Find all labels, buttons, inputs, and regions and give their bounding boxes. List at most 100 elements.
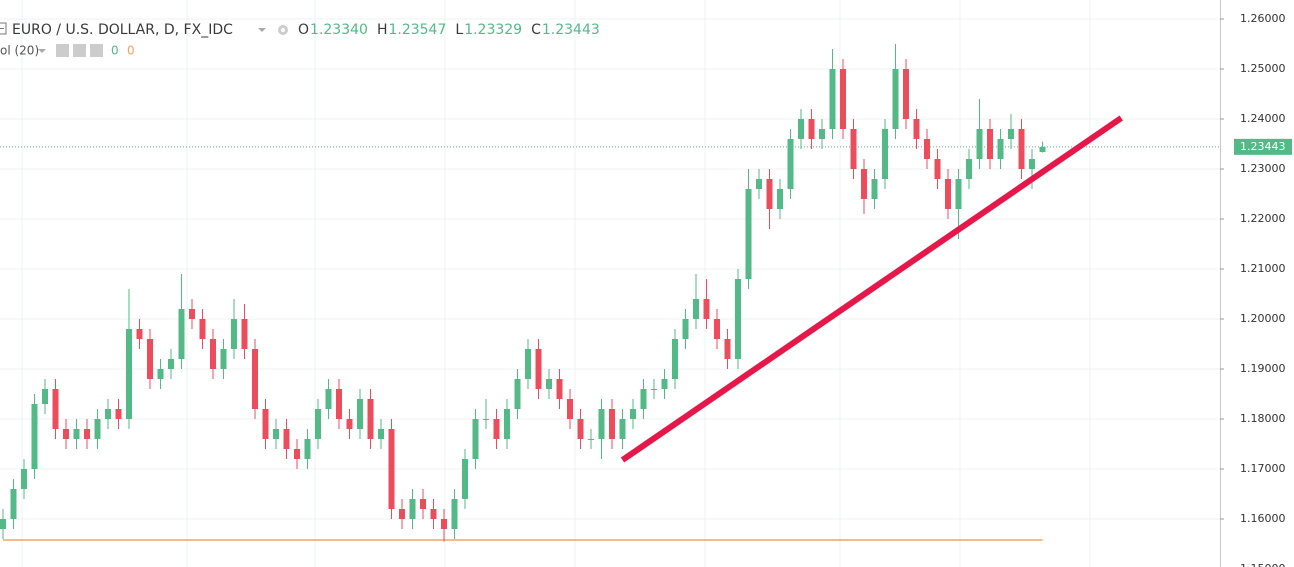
candle-body	[493, 419, 500, 439]
candle-body	[556, 379, 563, 399]
indicator-value: 0	[111, 44, 119, 58]
candle-body	[283, 429, 290, 449]
settings-button[interactable]	[73, 44, 86, 57]
ohlc-label: L	[455, 22, 463, 38]
candle-body	[724, 339, 731, 359]
candle-body	[178, 309, 185, 359]
candle-body	[546, 379, 552, 389]
candle-body	[798, 119, 804, 139]
candle-body	[315, 409, 321, 439]
y-tick-label: 1.20000	[1240, 312, 1286, 325]
candle-body	[598, 409, 605, 439]
candle-body	[1039, 146, 1046, 152]
candle-body	[73, 429, 80, 439]
candle-body	[367, 399, 374, 439]
candle-body	[210, 339, 216, 369]
candle-body	[84, 429, 90, 439]
dropdown-icon[interactable]	[258, 28, 266, 32]
ohlc-value: 1.23443	[542, 22, 600, 38]
candle-body	[840, 69, 846, 129]
candle-body	[52, 389, 59, 429]
candle-body	[945, 179, 951, 209]
candle-body	[976, 129, 983, 159]
candle-body	[514, 379, 521, 409]
candle-body	[0, 519, 6, 529]
candle-body	[388, 429, 395, 509]
candle-body	[451, 499, 458, 529]
candle-body	[94, 419, 101, 439]
candle-body	[1008, 129, 1014, 139]
candle-body	[735, 279, 741, 359]
candle-body	[357, 399, 363, 429]
y-tick-label: 1.16000	[1240, 512, 1286, 525]
candle-body	[1018, 129, 1025, 169]
candle-body	[378, 429, 384, 439]
candle-body	[640, 389, 647, 409]
y-tick-label: 1.19000	[1240, 362, 1286, 375]
candle-body	[147, 339, 153, 379]
candle-body	[903, 69, 909, 119]
collapse-icon[interactable]	[0, 22, 7, 35]
ohlc-label: C	[531, 22, 541, 38]
indicator-value: 0	[127, 44, 135, 58]
visibility-button[interactable]	[56, 44, 69, 57]
candle-body	[399, 509, 405, 519]
y-tick-label: 1.25000	[1240, 62, 1286, 75]
remove-button[interactable]	[90, 44, 103, 57]
candle-body	[525, 349, 531, 379]
candle-body	[241, 319, 248, 349]
candle-body	[304, 439, 311, 459]
y-tick-label: 1.18000	[1240, 412, 1286, 425]
candle-body	[819, 129, 825, 139]
eye-icon-pupil	[281, 28, 285, 32]
y-tick-label: 1.22000	[1240, 212, 1286, 225]
candle-body	[672, 339, 678, 379]
candle-body	[588, 439, 594, 440]
price-axis: 1.15000 1.16000 1.17000 1.18000 1.19000 1.200…	[1220, 12, 1292, 567]
candle-body	[777, 189, 783, 209]
candle-body	[619, 419, 626, 439]
candle-body	[987, 129, 993, 159]
candle-body	[157, 369, 164, 379]
candle-body	[924, 139, 930, 159]
candle-body	[955, 179, 962, 209]
candle-body	[21, 469, 27, 489]
candle-body	[409, 499, 416, 519]
candle-body	[346, 419, 353, 429]
candle-body	[808, 119, 815, 139]
candle-body	[693, 299, 699, 319]
candle-body	[913, 119, 920, 139]
candle-body	[504, 409, 510, 439]
candle-body	[136, 329, 143, 339]
last-price-label: 1.23443	[1240, 140, 1286, 153]
candle-body	[168, 359, 174, 369]
candle-body	[462, 459, 468, 499]
ohlc-value: 1.23340	[310, 22, 368, 38]
candle-body	[567, 399, 573, 419]
y-tick-label: 1.17000	[1240, 462, 1286, 475]
grid	[0, 0, 1220, 567]
candle-body	[535, 349, 542, 389]
candle-body	[31, 404, 38, 469]
candle-body	[10, 489, 17, 519]
indicator-name: ol (20)	[0, 44, 39, 58]
y-tick-label: 1.24000	[1240, 112, 1286, 125]
candle-body	[756, 179, 762, 189]
candle-body	[189, 309, 195, 319]
plot	[0, 44, 1220, 542]
ohlc-label: O	[298, 22, 309, 38]
candle-body	[105, 409, 111, 419]
candle-body	[273, 429, 279, 439]
last-price-box	[1234, 138, 1292, 155]
dropdown-icon[interactable]	[38, 49, 46, 53]
candle-body	[115, 409, 122, 419]
candle-body	[766, 179, 773, 209]
candle-body	[745, 189, 752, 279]
ohlc-label: H	[377, 22, 388, 38]
candle-body	[325, 389, 332, 409]
candle-body	[861, 169, 867, 199]
candle-body	[483, 419, 489, 420]
candle-body	[609, 409, 615, 439]
candle-body	[63, 429, 69, 439]
